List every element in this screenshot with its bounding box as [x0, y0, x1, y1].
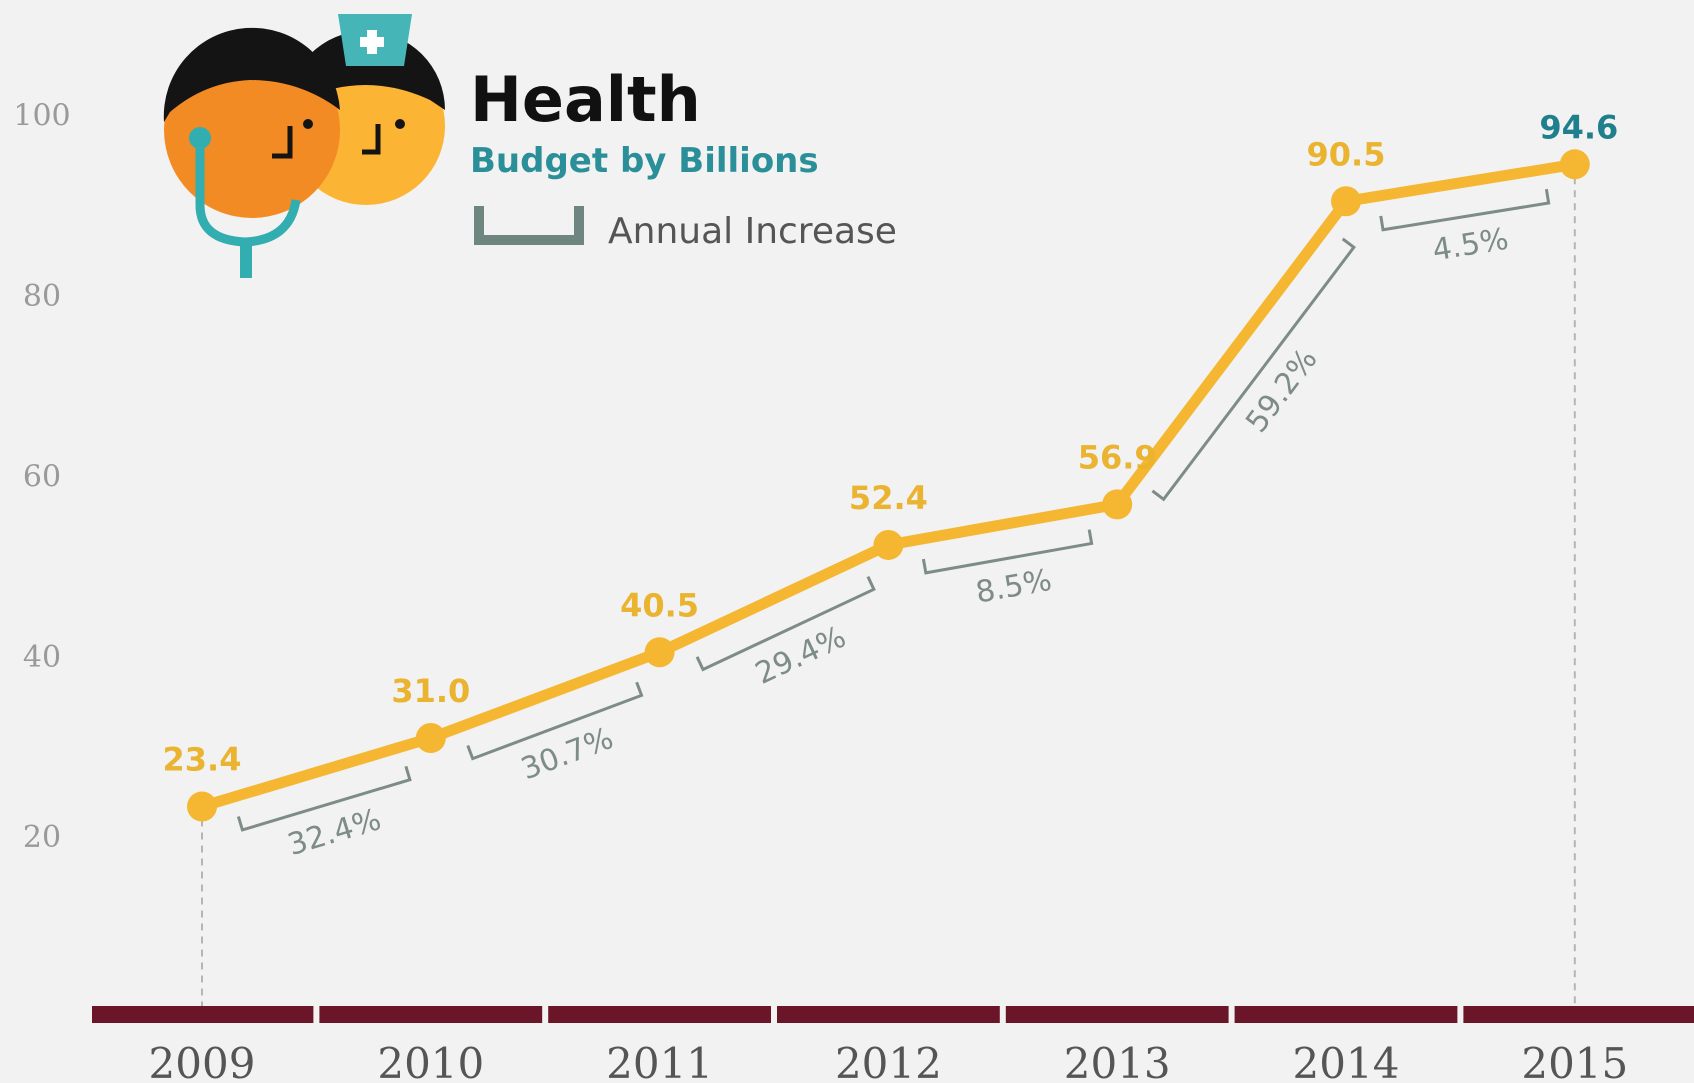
- stethoscope-icon: [189, 127, 301, 278]
- annual-increase-bracket: [1151, 237, 1356, 502]
- axis-bar-segment: [1234, 1006, 1458, 1023]
- value-label: 90.5: [1307, 135, 1386, 173]
- annual-increase-label: 30.7%: [517, 721, 619, 787]
- axis-bar-segment: [548, 1006, 771, 1023]
- annual-increase-bracket: [466, 681, 644, 761]
- data-point: [644, 637, 675, 668]
- y-axis-ticks: 20 40 60 80 100: [13, 99, 70, 856]
- x-axis-bar: [92, 1006, 1694, 1023]
- x-tick-label: 2011: [606, 1039, 713, 1083]
- axis-bar-segment: [319, 1006, 543, 1023]
- x-tick-label: 2010: [377, 1039, 484, 1083]
- chart-subtitle: Budget by Billions: [470, 141, 819, 181]
- value-labels: 23.4 31.0 40.5 52.4 56.9 90.5 94.6: [163, 108, 1619, 778]
- annual-increase-bracket: [1379, 188, 1551, 232]
- annual-increase-label: 32.4%: [284, 802, 385, 863]
- annual-increase-brackets: 32.4% 30.7% 29.4% 8.5% 59.2% 4.5%: [236, 188, 1551, 863]
- health-illustration: [163, 14, 445, 278]
- doctor-face-icon: [163, 27, 340, 218]
- value-label: 31.0: [391, 672, 470, 710]
- y-tick-label: 80: [23, 279, 61, 314]
- y-tick-label: 40: [23, 640, 61, 675]
- annual-increase-bracket: [236, 765, 412, 832]
- chart-title: Health: [470, 63, 701, 136]
- dashed-guides: [201, 164, 1576, 1006]
- axis-bar-segment: [1005, 1006, 1229, 1023]
- budget-series: [187, 149, 1590, 822]
- y-tick-label: 20: [23, 820, 61, 855]
- x-tick-label: 2015: [1521, 1039, 1628, 1083]
- axis-bar-segment: [1463, 1006, 1694, 1023]
- value-label: 56.9: [1078, 438, 1157, 476]
- annual-increase-label: 4.5%: [1430, 222, 1511, 269]
- x-axis-ticks: 2009 2010 2011 2012 2013 2014 2015: [149, 1039, 1629, 1083]
- data-point: [1559, 149, 1590, 180]
- x-tick-label: 2012: [835, 1039, 942, 1083]
- value-label: 23.4: [163, 741, 242, 779]
- data-point: [415, 722, 446, 753]
- y-tick-label: 100: [13, 99, 70, 134]
- annual-increase-label: 29.4%: [750, 620, 851, 692]
- data-point: [187, 791, 217, 822]
- x-tick-label: 2014: [1293, 1039, 1400, 1083]
- annual-increase-label: 59.2%: [1239, 342, 1324, 439]
- axis-bar-segment: [92, 1006, 314, 1023]
- legend: Annual Increase: [474, 206, 897, 252]
- x-tick-label: 2013: [1064, 1039, 1171, 1083]
- legend-label: Annual Increase: [608, 211, 897, 252]
- data-point: [1331, 186, 1361, 217]
- x-tick-label: 2009: [149, 1039, 256, 1083]
- annual-increase-label: 8.5%: [973, 563, 1054, 611]
- y-tick-label: 60: [23, 459, 61, 494]
- annual-increase-bracket: [921, 529, 1094, 575]
- legend-bracket-icon: [474, 206, 584, 245]
- value-label: 52.4: [849, 479, 928, 517]
- axis-bar-segment: [777, 1006, 1000, 1023]
- value-label: 40.5: [620, 586, 699, 624]
- highlight-value-label: 94.6: [1539, 108, 1618, 146]
- data-point: [873, 529, 904, 560]
- annual-increase-bracket: [695, 576, 876, 672]
- data-point: [1102, 489, 1133, 520]
